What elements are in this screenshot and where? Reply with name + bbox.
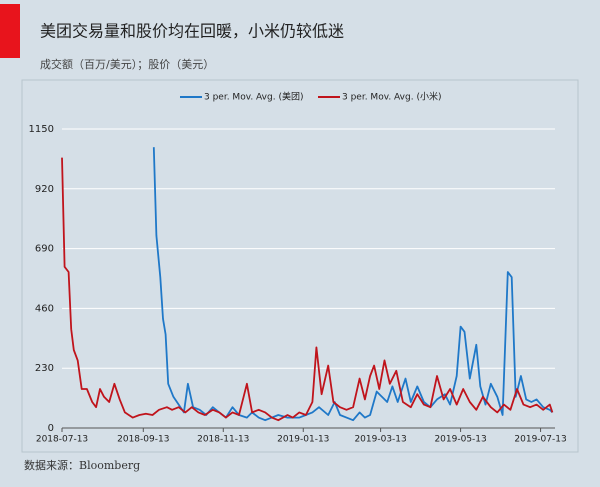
y-tick-label: 0 <box>48 423 54 434</box>
y-tick-label: 230 <box>35 363 54 374</box>
y-tick-label: 1150 <box>29 124 54 135</box>
series-line <box>152 147 554 422</box>
accent-block <box>0 4 20 58</box>
x-tick-label: 2018-07-13 <box>36 435 88 445</box>
chart-subtitle: 成交额（百万/美元）；股价（美元） <box>40 57 214 71</box>
legend-label: 3 per. Mov. Avg. (美团) <box>204 91 303 103</box>
legend-label: 3 per. Mov. Avg. (小米) <box>342 91 441 103</box>
y-tick-label: 920 <box>35 184 54 195</box>
plot-frame <box>21 79 579 453</box>
series-line <box>61 157 554 422</box>
y-tick-label: 690 <box>35 244 54 255</box>
x-tick-label: 2019-01-13 <box>277 435 329 445</box>
x-tick-label: 2019-03-13 <box>354 435 406 445</box>
x-tick-label: 2019-05-13 <box>434 435 486 445</box>
y-tick-label: 460 <box>35 303 54 314</box>
x-tick-label: 2018-11-13 <box>197 435 249 445</box>
x-tick-label: 2019-07-13 <box>514 435 566 445</box>
source-note: 数据来源：Bloomberg <box>24 458 140 472</box>
chart-title: 美团交易量和股价均在回暖，小米仍较低迷 <box>40 22 344 41</box>
x-tick-label: 2018-09-13 <box>117 435 169 445</box>
